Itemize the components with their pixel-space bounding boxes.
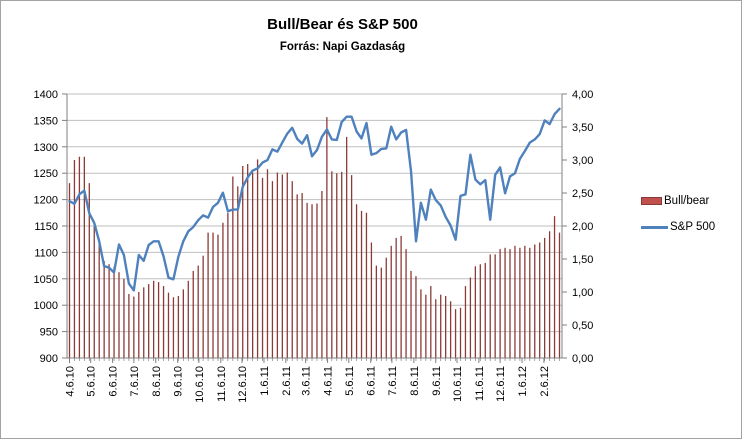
svg-text:6.6.10: 6.6.10 bbox=[108, 366, 120, 397]
svg-text:2.6.11: 2.6.11 bbox=[281, 366, 293, 396]
svg-text:1,50: 1,50 bbox=[572, 254, 593, 266]
gridlines bbox=[67, 93, 562, 333]
svg-text:4,00: 4,00 bbox=[572, 89, 593, 101]
legend: Bull/bear S&P 500 bbox=[641, 194, 736, 246]
sp500-line-series bbox=[68, 107, 561, 292]
svg-text:1050: 1050 bbox=[34, 274, 58, 286]
svg-text:1200: 1200 bbox=[34, 195, 58, 207]
svg-text:2,00: 2,00 bbox=[572, 221, 593, 233]
chart-subtitle: Forrás: Napi Gazdaság bbox=[279, 41, 406, 53]
svg-text:0,00: 0,00 bbox=[572, 353, 593, 365]
svg-text:12.6.10: 12.6.10 bbox=[237, 366, 249, 403]
svg-text:10.6.11: 10.6.11 bbox=[452, 366, 464, 402]
bullbear-bar-series bbox=[68, 117, 561, 358]
tick-marks bbox=[62, 93, 567, 363]
svg-text:7.6.11: 7.6.11 bbox=[387, 366, 399, 396]
svg-text:1.6.12: 1.6.12 bbox=[517, 366, 529, 397]
svg-text:2,50: 2,50 bbox=[572, 188, 593, 200]
svg-text:5.6.10: 5.6.10 bbox=[86, 366, 98, 397]
svg-text:7.6.10: 7.6.10 bbox=[129, 366, 141, 397]
svg-text:1000: 1000 bbox=[34, 300, 58, 312]
svg-text:900: 900 bbox=[40, 353, 58, 365]
svg-text:1300: 1300 bbox=[34, 142, 58, 154]
svg-text:11.6.10: 11.6.10 bbox=[216, 366, 228, 402]
bullbear-bar-swatch-icon bbox=[641, 197, 662, 205]
svg-text:6.6.11: 6.6.11 bbox=[366, 366, 378, 396]
chart-title: Bull/Bear és S&P 500 bbox=[267, 16, 418, 33]
svg-text:5.6.11: 5.6.11 bbox=[344, 366, 356, 396]
svg-text:1350: 1350 bbox=[34, 115, 58, 127]
svg-text:1250: 1250 bbox=[34, 168, 58, 180]
legend-item-sp500: S&P 500 bbox=[641, 220, 736, 234]
sp500-line-swatch-icon bbox=[641, 225, 668, 229]
right-axis-labels: 4,00 3,50 3,00 2,50 2,00 1,50 1,00 0,50 0,00 bbox=[572, 89, 593, 365]
svg-text:1150: 1150 bbox=[34, 221, 58, 233]
svg-text:4.6.10: 4.6.10 bbox=[65, 366, 77, 397]
svg-text:9.6.10: 9.6.10 bbox=[173, 366, 185, 397]
svg-text:8.6.10: 8.6.10 bbox=[151, 366, 163, 397]
x-axis-labels: 4.6.10 5.6.10 6.6.10 7.6.10 8.6.10 9.6.10 10.6… bbox=[65, 366, 552, 403]
legend-item-bullbear: Bull/bear bbox=[641, 194, 736, 208]
svg-text:3,50: 3,50 bbox=[572, 122, 593, 134]
svg-text:2.6.12: 2.6.12 bbox=[539, 366, 551, 397]
legend-label-sp500: S&P 500 bbox=[670, 221, 716, 233]
svg-text:1400: 1400 bbox=[34, 89, 58, 101]
svg-text:1,00: 1,00 bbox=[572, 287, 593, 299]
svg-text:3.6.11: 3.6.11 bbox=[301, 366, 313, 396]
svg-text:0,50: 0,50 bbox=[572, 320, 593, 332]
svg-text:10.6.10: 10.6.10 bbox=[194, 366, 206, 403]
svg-text:8.6.11: 8.6.11 bbox=[409, 366, 421, 396]
svg-text:4.6.11: 4.6.11 bbox=[323, 366, 335, 396]
legend-label-bullbear: Bull/bear bbox=[664, 195, 710, 207]
svg-text:950: 950 bbox=[40, 327, 58, 339]
svg-text:1100: 1100 bbox=[34, 247, 58, 259]
svg-text:9.6.11: 9.6.11 bbox=[431, 366, 443, 396]
svg-text:1.6.11: 1.6.11 bbox=[259, 366, 271, 396]
svg-text:12.6.11: 12.6.11 bbox=[495, 366, 507, 402]
svg-text:11.6.11: 11.6.11 bbox=[474, 366, 486, 401]
left-axis-labels: 1400 1350 1300 1250 1200 1150 1100 1050 1000 950 9… bbox=[34, 89, 58, 365]
svg-text:3,00: 3,00 bbox=[572, 155, 593, 167]
